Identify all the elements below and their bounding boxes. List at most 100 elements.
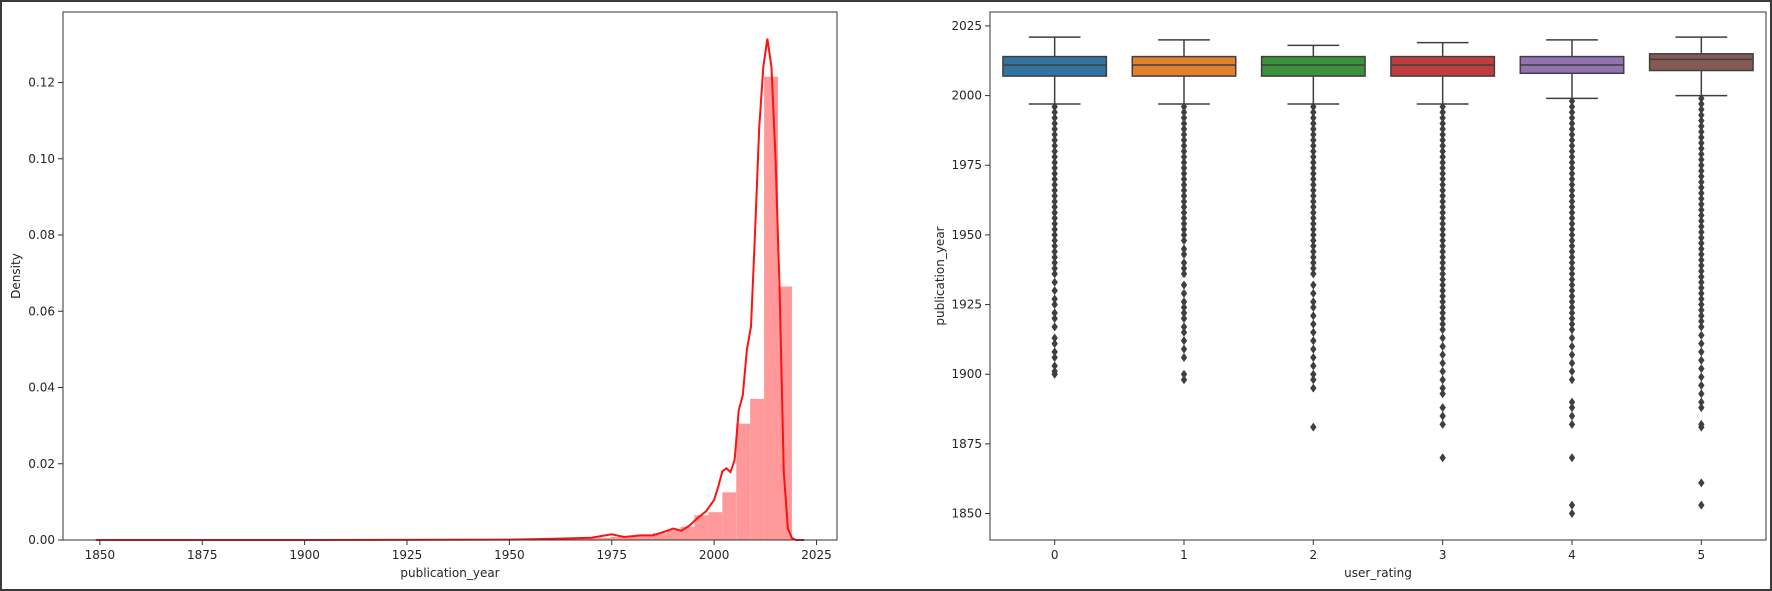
outlier-point [1051,213,1058,223]
outlier-point [1439,341,1446,351]
outlier-point [1310,130,1317,140]
outlier-point [1568,157,1576,167]
outlier-point [1698,199,1705,209]
histogram-bar [666,530,681,540]
outlier-point [1439,130,1446,140]
outlier-point [1310,319,1317,329]
outlier-point [1568,180,1576,190]
outlier-point [1568,258,1576,268]
outlier-point [1439,319,1446,329]
histogram-y-tick-label: 0.04 [28,381,55,395]
histogram-bars [95,76,792,541]
outlier-point [1698,132,1705,142]
outlier-point [1698,316,1705,326]
outlier-point [1051,286,1058,296]
outlier-point [1310,202,1317,212]
boxplot-x-tick-label: 1 [1180,548,1188,562]
histogram-bar [736,423,751,540]
outlier-point [1439,230,1446,240]
histogram-y-tick-label: 0.06 [28,304,55,318]
kde-curve [95,38,805,541]
outlier-point [1310,252,1317,262]
outlier-point [1439,107,1446,117]
outlier-point [1310,174,1317,184]
outlier-point [1568,453,1576,463]
boxplot-x-axis-label: user_rating [1344,566,1412,580]
outlier-point [1439,291,1446,301]
outlier-point [1698,238,1705,248]
outlier-point [1051,146,1058,156]
outlier-point [1051,224,1058,234]
histogram-y-ticks: 0.00 0.02 0.04 0.06 0.08 0.10 0.12 [28,76,63,547]
histogram-bar [694,515,709,540]
outlier-point [1310,263,1317,273]
outlier-point [1180,302,1188,312]
outlier-point [1051,157,1058,167]
boxplot-y-ticks: 1850 1875 1900 1925 1950 1975 2000 2025 [951,19,990,521]
outlier-point [1439,350,1446,360]
outlier-point [1698,205,1705,215]
outlier-point [1568,252,1576,262]
outlier-point [1568,152,1576,162]
outlier-point [1051,130,1058,140]
outlier-point [1180,308,1188,318]
histogram-bar [597,537,611,540]
outlier-point [1180,224,1188,234]
outlier-point [1568,96,1576,106]
outlier-point [1439,235,1446,245]
outlier-point [1698,210,1705,220]
outlier-point [1310,258,1317,268]
outlier-point [1051,152,1058,162]
histogram-x-tick-label: 1925 [392,548,423,562]
outlier-point [1568,146,1576,156]
outlier-point [1310,383,1317,393]
outlier-point [1051,339,1058,349]
outlier-point [1568,286,1576,296]
outlier-point [1180,344,1188,354]
outlier-point [1180,146,1188,156]
outlier-point [1180,124,1188,134]
histogram-y-tick-label: 0.00 [28,533,55,547]
outlier-point [1698,177,1705,187]
histogram-x-tick-label: 1950 [494,548,525,562]
outlier-point [1051,191,1058,201]
outlier-point [1439,247,1446,257]
outlier-point [1310,102,1317,112]
outlier-point [1439,213,1446,223]
outlier-point [1568,230,1576,240]
outlier-point [1698,294,1705,304]
histogram-bar [764,76,779,541]
outlier-point [1310,297,1317,307]
outlier-point [1310,241,1317,251]
outlier-point [1698,249,1705,259]
outlier-point [1568,241,1576,251]
outlier-point [1698,227,1705,237]
outlier-point [1310,208,1317,218]
outlier-point [1051,107,1058,117]
histogram-y-tick-label: 0.10 [28,152,55,166]
outlier-point [1568,135,1576,145]
outlier-point [1180,269,1188,279]
outlier-point [1568,102,1576,112]
outlier-point [1051,208,1058,218]
outlier-point [1310,219,1317,229]
outlier-point [1180,113,1188,123]
outlier-point [1698,188,1705,198]
outlier-point [1180,102,1188,112]
outlier-point [1310,361,1317,371]
outlier-point [1568,219,1576,229]
outlier-point [1310,196,1317,206]
outlier-point [1439,174,1446,184]
outlier-point [1698,422,1705,432]
outlier-point [1051,252,1058,262]
outlier-point [1698,380,1705,390]
outlier-point [1439,180,1446,190]
outlier-point [1698,322,1705,332]
outlier-point [1698,397,1705,407]
outlier-point [1180,327,1188,337]
outlier-point [1310,118,1317,128]
outlier-point [1051,241,1058,251]
outlier-point [1310,280,1317,290]
outlier-point [1180,369,1188,379]
outlier-point [1439,419,1446,429]
